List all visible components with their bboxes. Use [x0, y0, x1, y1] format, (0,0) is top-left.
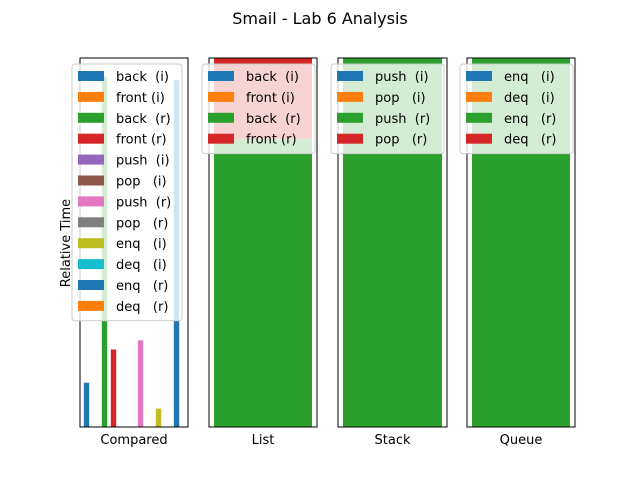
legend-swatch	[78, 217, 104, 228]
legend-label: back (r)	[116, 112, 171, 127]
legend-swatch	[208, 133, 234, 144]
legend-label: back (i)	[116, 70, 169, 85]
legend-swatch	[78, 112, 104, 123]
bar-front-r	[110, 349, 117, 427]
y-axis-label: Relative Time	[59, 199, 74, 287]
legend: enq (i) deq (i) enq (r) deq (r)	[459, 63, 574, 155]
legend-swatch	[208, 91, 234, 102]
legend-label: enq (i)	[504, 70, 555, 85]
legend: back (i) front (i) back (r) front (r) push (…	[71, 63, 183, 322]
legend-label: enq (r)	[116, 279, 168, 294]
legend-swatch	[466, 133, 492, 144]
chart-panels: Compared back (i) front (i) back (r) front (…	[71, 57, 576, 448]
legend-swatch	[78, 154, 104, 165]
legend-label: enq (i)	[116, 237, 167, 252]
legend-swatch	[337, 71, 363, 81]
legend-box	[459, 63, 574, 155]
legend-swatch	[78, 133, 104, 144]
legend-swatch	[337, 91, 363, 102]
axes-frame	[466, 57, 576, 428]
bar-segment-back-r	[214, 139, 312, 427]
legend-box	[201, 63, 316, 155]
legend-label: enq (r)	[504, 112, 556, 127]
x-axis-label: List	[252, 433, 275, 448]
legend-box	[71, 63, 183, 322]
legend-label: deq (i)	[504, 91, 555, 106]
legend-swatch	[78, 175, 104, 186]
legend-label: pop (i)	[375, 91, 426, 106]
legend-label: front (r)	[246, 133, 297, 148]
axes-frame	[208, 57, 318, 428]
legend-label: deq (r)	[504, 133, 556, 148]
chart-title: Smail - Lab 6 Analysis	[232, 9, 408, 28]
legend-swatch	[337, 133, 363, 144]
legend-label: deq (i)	[116, 258, 167, 273]
panel-stack: Stack push (i) pop (i) push (r) pop (r)	[330, 57, 448, 448]
legend-swatch	[337, 112, 363, 123]
legend-label: front (i)	[246, 91, 295, 106]
panel-queue: Queue enq (i) deq (i) enq (r) deq (r)	[459, 57, 576, 448]
legend-label: push (r)	[116, 195, 171, 210]
legend-label: deq (r)	[116, 300, 168, 315]
legend-swatch	[208, 71, 234, 81]
x-axis-label: Stack	[375, 433, 411, 448]
legend-label: push (r)	[375, 112, 430, 127]
legend-swatch	[78, 91, 104, 102]
legend-swatch	[466, 71, 492, 81]
legend: push (i) pop (i) push (r) pop (r)	[330, 63, 445, 155]
legend-label: back (r)	[246, 112, 301, 127]
panel-list: List back (i) front (i) back (r) front (r)	[201, 57, 318, 448]
bar-enq-i	[155, 408, 162, 427]
legend-label: pop (r)	[375, 133, 427, 148]
x-axis-label: Queue	[500, 433, 543, 448]
legend-swatch	[78, 238, 104, 249]
legend-swatch	[78, 71, 104, 81]
legend-label: front (r)	[116, 133, 167, 148]
legend-swatch	[208, 112, 234, 123]
legend-swatch	[78, 280, 104, 290]
legend-label: back (i)	[246, 70, 299, 85]
legend-swatch	[78, 196, 104, 207]
legend: back (i) front (i) back (r) front (r)	[201, 63, 316, 155]
panel-compared: Compared back (i) front (i) back (r) front (…	[71, 57, 189, 448]
bar-push-r	[137, 340, 144, 427]
legend-swatch	[78, 259, 104, 270]
legend-swatch	[466, 112, 492, 123]
legend-label: push (i)	[116, 154, 170, 169]
legend-box	[330, 63, 445, 155]
legend-label: push (i)	[375, 70, 429, 85]
legend-swatch	[466, 91, 492, 102]
bar-back-i	[83, 382, 90, 427]
legend-swatch	[78, 300, 104, 311]
axes-frame	[337, 57, 448, 428]
legend-label: front (i)	[116, 91, 165, 106]
legend-label: pop (i)	[116, 175, 167, 190]
legend-label: pop (r)	[116, 216, 168, 231]
x-axis-label: Compared	[100, 433, 167, 448]
